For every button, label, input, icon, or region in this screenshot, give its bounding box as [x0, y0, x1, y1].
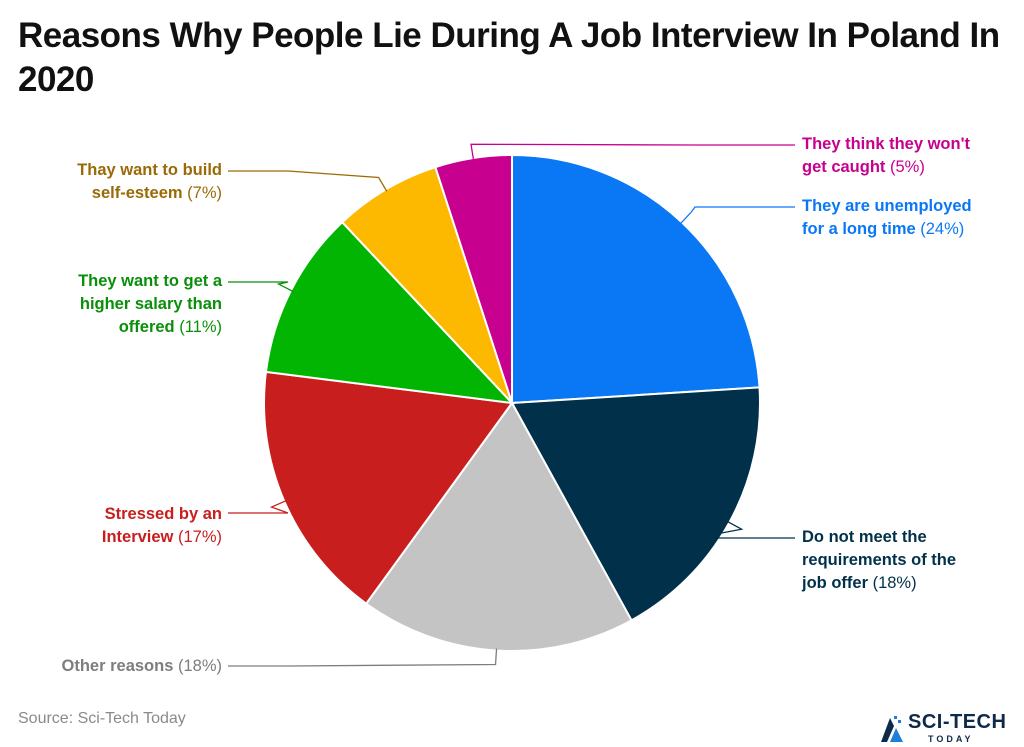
label-percent: (17%) — [173, 528, 222, 546]
label-line: Other reasons (18%) — [62, 655, 222, 678]
label-text: Thay want to build — [77, 161, 222, 179]
source-note: Source: Sci-Tech Today — [18, 710, 186, 727]
label-text: They are unemployed — [802, 197, 972, 215]
label-text: Interview — [101, 528, 174, 546]
label-line: requirements of the — [802, 549, 956, 572]
label-line: They think they won't — [802, 133, 970, 156]
label-text: get caught — [802, 158, 886, 176]
label-other-reasons: Other reasons (18%) — [62, 655, 222, 678]
label-line: They are unemployed — [802, 195, 972, 218]
leader-line-2 — [228, 648, 498, 667]
leader-line-1 — [694, 520, 795, 539]
sci-tech-logo-icon — [881, 716, 903, 742]
label-self-esteem: Thay want to build self-esteem (7%) — [77, 159, 222, 205]
label-line: higher salary than — [78, 293, 222, 316]
leader-line-3 — [228, 500, 289, 514]
label-line: self-esteem (7%) — [77, 182, 222, 205]
sci-tech-logo: SCI-TECH TODAY — [878, 710, 1018, 744]
chart-title: Reasons Why People Lie During A Job Inte… — [18, 16, 1000, 99]
label-line: Thay want to build — [77, 159, 222, 182]
label-text: for a long time — [802, 220, 916, 238]
label-wont-get-caught: They think they won't get caught (5%) — [802, 133, 970, 179]
pie-slices — [263, 153, 761, 652]
logo-wordmark: SCI-TECH — [908, 711, 1007, 733]
label-stressed: Stressed by an Interview (17%) — [102, 503, 222, 549]
label-percent: (5%) — [885, 158, 925, 176]
label-line: job offer (18%) — [802, 572, 956, 595]
label-line: Interview (17%) — [102, 526, 222, 549]
label-text: requirements of the — [802, 551, 957, 569]
label-text: job offer — [802, 574, 868, 592]
label-text: Stressed by an — [104, 505, 222, 523]
label-percent: (7%) — [182, 184, 222, 202]
label-requirements: Do not meet the requirements of the job of… — [802, 526, 956, 595]
label-text: Do not meet the — [802, 528, 927, 546]
label-percent: (18%) — [868, 574, 917, 592]
leader-line-4 — [228, 281, 294, 292]
label-text: They think they won't — [802, 135, 971, 153]
label-percent: (11%) — [174, 318, 222, 336]
label-line: offered (11%) — [78, 316, 222, 339]
label-text: higher salary than — [79, 295, 222, 313]
pie-slice-0 — [511, 153, 761, 405]
label-text: They want to get a — [78, 272, 222, 290]
label-text: offered — [118, 318, 175, 336]
leader-line-5 — [228, 170, 388, 192]
logo-subtext: TODAY — [928, 734, 974, 744]
leader-line-6 — [470, 143, 795, 161]
label-text: Other reasons — [61, 657, 174, 675]
label-higher-salary: They want to get a higher salary than offe… — [78, 270, 222, 339]
label-line: get caught (5%) — [802, 156, 970, 179]
leader-lines — [228, 143, 795, 667]
label-line: They want to get a — [78, 270, 222, 293]
leader-line-0 — [679, 206, 795, 225]
label-line: for a long time (24%) — [802, 218, 972, 241]
label-percent: (24%) — [915, 220, 965, 238]
label-unemployed: They are unemployed for a long time (24%) — [802, 195, 972, 241]
label-line: Stressed by an — [102, 503, 222, 526]
label-line: Do not meet the — [802, 526, 956, 549]
label-percent: (18%) — [173, 657, 222, 675]
label-text: self-esteem — [91, 184, 183, 202]
